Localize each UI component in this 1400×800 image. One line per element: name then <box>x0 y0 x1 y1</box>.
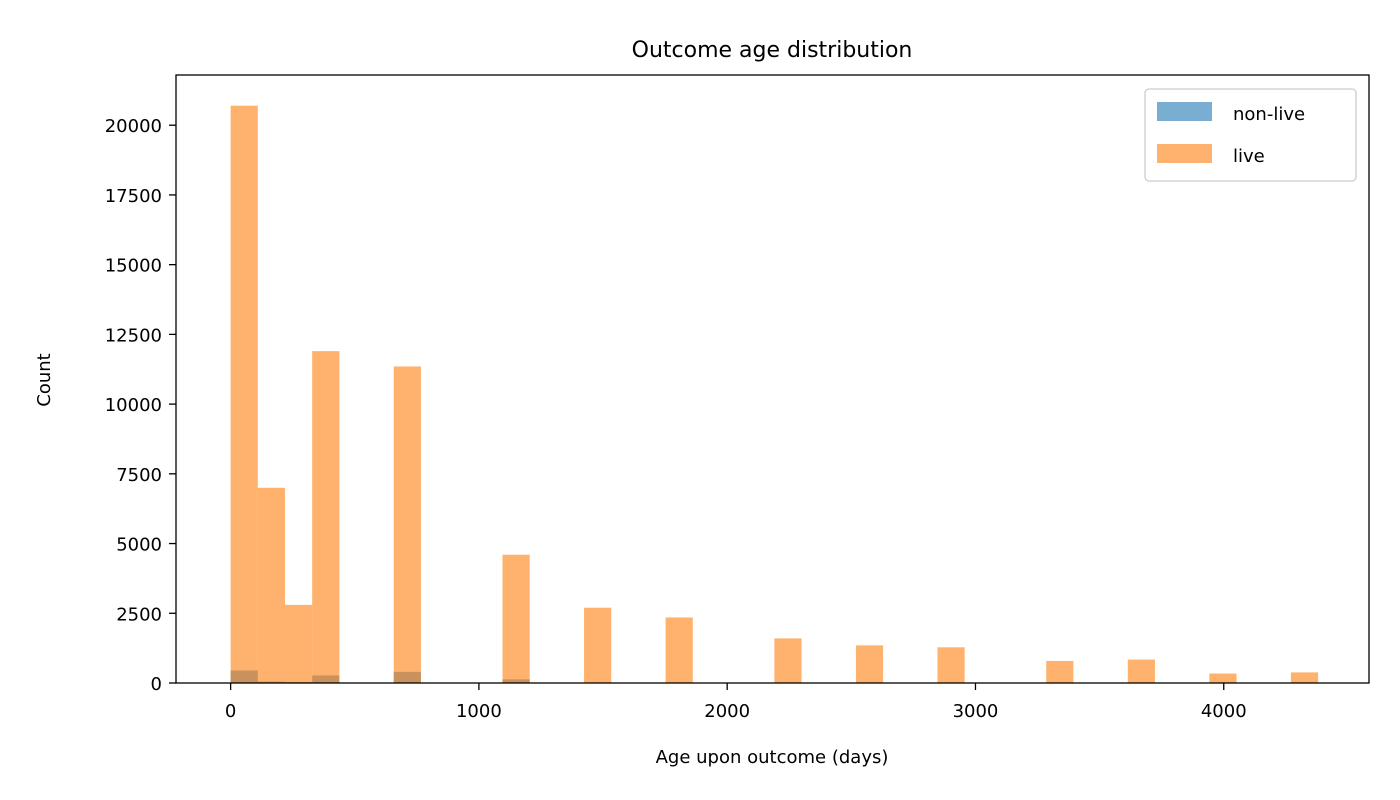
y-tick-label: 5000 <box>116 535 162 556</box>
chart-title: Outcome age distribution <box>632 38 913 63</box>
bars-group <box>230 105 1319 684</box>
y-tick-label: 2500 <box>116 604 162 625</box>
bar-live-8 <box>774 638 802 683</box>
bar-live-9 <box>855 645 884 683</box>
legend-swatch-live <box>1157 144 1212 163</box>
bar-live-1 <box>257 487 285 683</box>
y-tick-label: 17500 <box>105 186 162 207</box>
legend-swatch-non-live <box>1157 102 1212 121</box>
y-tick-label: 20000 <box>105 116 162 137</box>
y-tick-label: 0 <box>151 674 162 695</box>
plot-area-frame <box>175 74 1370 684</box>
bar-live-10 <box>937 647 965 683</box>
bar-live-14 <box>1290 672 1319 683</box>
bar-live-2 <box>285 604 313 683</box>
legend-label-non-live: non-live <box>1233 104 1305 125</box>
x-tick-label: 3000 <box>953 701 999 722</box>
bar-live-4 <box>393 366 421 683</box>
bar-live-0 <box>230 105 258 684</box>
y-tick-label: 10000 <box>105 395 162 416</box>
bar-live-11 <box>1046 660 1074 683</box>
bar-live-13 <box>1209 673 1237 683</box>
bar-live-6 <box>584 607 612 683</box>
bar-live-5 <box>502 554 530 683</box>
x-axis-label: Age upon outcome (days) <box>656 747 889 768</box>
y-axis-label: Count <box>34 353 55 406</box>
bar-live-12 <box>1127 659 1155 683</box>
x-tick-label: 4000 <box>1201 701 1247 722</box>
y-tick-label: 15000 <box>105 256 162 277</box>
bar-live-7 <box>665 617 693 683</box>
legend: non-live live <box>1144 88 1357 182</box>
x-tick-label: 1000 <box>456 701 502 722</box>
x-tick-label: 0 <box>225 701 236 722</box>
y-tick-label: 12500 <box>105 325 162 346</box>
x-axis-ticks: 0 1000 2000 3000 4000 <box>225 683 1247 722</box>
legend-label-live: live <box>1233 146 1265 167</box>
x-tick-label: 2000 <box>704 701 750 722</box>
y-axis-ticks: 0 2500 5000 7500 10000 12500 15000 17500 20000 <box>105 116 176 695</box>
bar-live-3 <box>312 351 340 683</box>
y-tick-label: 7500 <box>116 465 162 486</box>
